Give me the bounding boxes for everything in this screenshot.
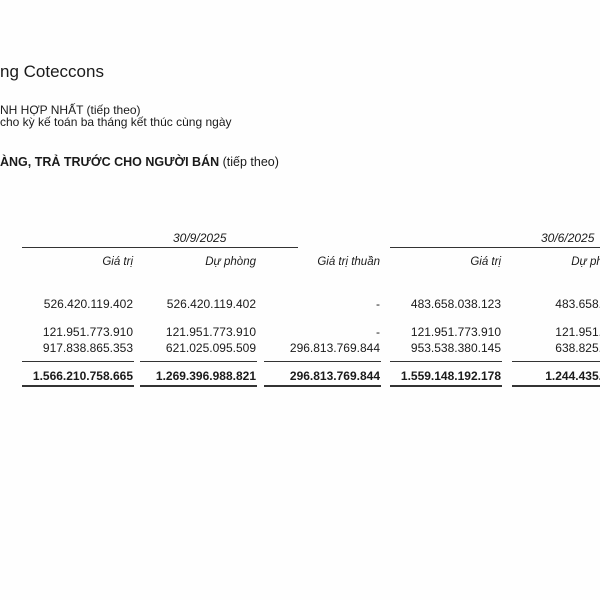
total-double-rule [390,385,502,387]
subtotal-rule [22,361,134,362]
total-double-rule [512,385,600,387]
subtotal-rule [140,361,257,362]
subtotal-rule [512,361,600,362]
period-header: 30/9/2025 [173,231,227,245]
table-cell: 917.838.865.353 [42,341,133,355]
section-heading: ÀNG, TRẢ TRƯỚC CHO NGƯỜI BÁN (tiếp theo) [0,155,279,169]
column-header: Giá trị [470,256,501,268]
period-rule [22,247,298,248]
total-cell: 1.244.435.428 [545,369,600,383]
table-cell: - [376,325,380,339]
total-cell: 1.559.148.192.178 [400,369,501,383]
subtotal-rule [390,361,502,362]
report-subtitle: cho kỳ kế toán ba tháng kết thúc cùng ng… [0,115,232,129]
table-cell: 121.951.773.910 [410,325,501,339]
table-cell: 526.420.119.402 [166,297,256,311]
table-cell: 953.538.380.145 [410,341,501,355]
total-cell: 296.813.769.844 [289,369,380,383]
column-header: Dự phòng [571,256,600,268]
table-cell: 621.025.095.509 [165,341,256,355]
company-title: ng Coteccons [0,62,104,81]
section-heading-note: (tiếp theo) [222,155,279,169]
column-header: Giá trị [102,256,133,268]
table-cell: 121.951.773.910 [165,325,256,339]
period-header: 30/6/2025 [541,231,595,245]
column-header: Dự phòng [205,256,256,268]
table-cell: 483.658.038.123 [410,297,501,311]
column-header: Giá trị thuần [317,256,380,268]
subtotal-rule [264,361,381,362]
table-cell: 526.420.119.402 [43,297,133,311]
table-cell: 121.951.773.910 [42,325,133,339]
table-cell: 638.825.616 [555,341,600,355]
total-double-rule [264,385,381,387]
table-cell: 296.813.769.844 [289,341,380,355]
total-double-rule [22,385,134,387]
total-double-rule [140,385,257,387]
table-cell: 121.951.773 [555,325,600,339]
period-rule [390,247,600,248]
table-cell: 483.658.038 [555,297,600,311]
total-cell: 1.566.210.758.665 [32,369,133,383]
total-cell: 1.269.396.988.821 [155,369,256,383]
table-cell: - [376,297,380,311]
section-heading-bold: ÀNG, TRẢ TRƯỚC CHO NGƯỜI BÁN [0,155,220,169]
report-title: NH HỢP NHẤT (tiếp theo) [0,103,141,117]
